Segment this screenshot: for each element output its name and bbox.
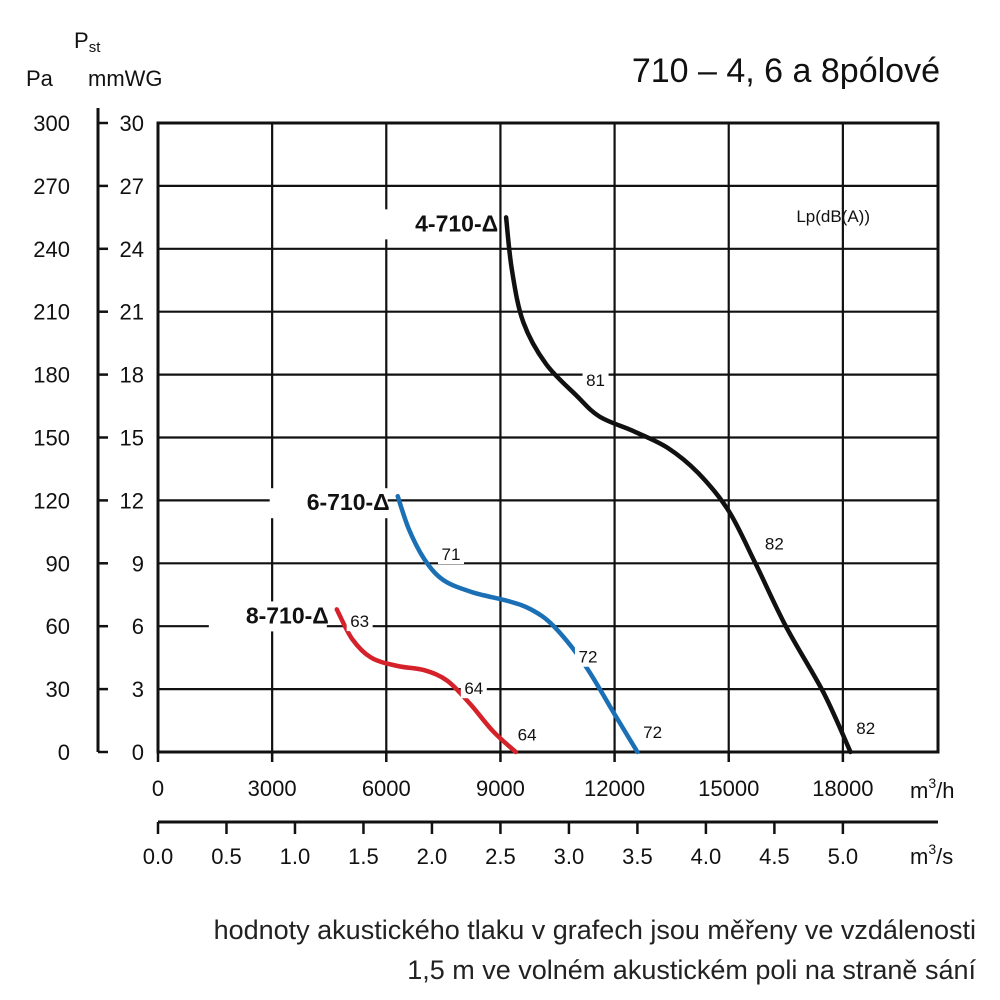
x-m3s-tick-label: 4.0 (691, 844, 722, 869)
y-right-tick-label: 24 (120, 237, 144, 262)
y-left-unit: Pa (26, 66, 54, 91)
x-unit-m3s: m3/s (910, 841, 953, 869)
y-left-tick-label: 300 (33, 111, 70, 136)
y-right-tick-label: 15 (120, 426, 144, 451)
x-m3s-tick-label: 1.0 (280, 844, 311, 869)
series-label-bg (208, 601, 327, 632)
y-right-unit: mmWG (88, 66, 163, 91)
noise-label-bg (852, 718, 879, 739)
footnote-line-2: 1,5 m ve volném akustickém poli na stran… (407, 955, 976, 985)
x-m3s-tick-label: 0.5 (211, 844, 242, 869)
x-m3s-tick-label: 1.5 (348, 844, 379, 869)
y-left-tick-label: 180 (33, 363, 70, 388)
x-m3s-tick-label: 5.0 (828, 844, 859, 869)
y-left-tick-label: 0 (58, 740, 70, 765)
x-m3h-tick-label: 3000 (248, 776, 297, 801)
y-left-tick-label: 90 (46, 551, 70, 576)
noise-label: 64 (464, 679, 483, 698)
x-m3h-tick-label: 9000 (476, 776, 525, 801)
y-left-tick-label: 150 (33, 426, 70, 451)
series-line-3 (334, 607, 518, 755)
series-label-3: 8-710-Δ (246, 602, 329, 628)
y-left-tick-label: 30 (46, 677, 70, 702)
noise-label-bg (574, 646, 601, 667)
y-right-tick-label: 30 (120, 111, 144, 136)
y-right-tick-label: 3 (132, 677, 144, 702)
noise-label-bg (761, 533, 788, 554)
noise-label-bg (437, 544, 464, 565)
noise-label: 63 (350, 612, 369, 631)
x-unit-m3h: m3/h (910, 775, 954, 803)
noise-axis-label: Lp(dB(A)) (796, 207, 870, 226)
x-m3s-tick-label: 3.5 (622, 844, 653, 869)
y-right-tick-label: 6 (132, 614, 144, 639)
y-right-tick-label: 18 (120, 363, 144, 388)
series-line-1 (503, 215, 853, 755)
x-axis-m3s: 0.0 0.5 1.0 1.5 2.0 2.5 3.0 3.5 4.0 4.5 5.0 (143, 820, 938, 869)
plot-frame (156, 121, 940, 754)
noise-label-bg (514, 724, 541, 745)
noise-label: 82 (765, 535, 784, 554)
noise-label: 72 (578, 648, 597, 667)
series-label-2: 6-710-Δ (307, 489, 390, 515)
y-left-tick-label: 120 (33, 488, 70, 513)
noise-label-bg (639, 722, 666, 743)
noise-label: 64 (518, 725, 537, 744)
x-axis-m3h: 0 3000 6000 9000 12000 15000 18000 (152, 752, 873, 801)
y-left-axis: 0 30 60 90 120 150 180 210 240 270 300 (33, 108, 108, 765)
series-group: 4-710-Δ 81 82 82 6-710-Δ 71 72 72 8-710-Δ 63 64 64 (208, 209, 879, 755)
y-right-unit-symbol: Pst (74, 28, 101, 56)
x-m3h-tick-label: 6000 (362, 776, 411, 801)
x-m3s-tick-label: 0.0 (143, 844, 174, 869)
noise-label-bg (582, 369, 609, 390)
x-m3s-tick-label: 2.5 (485, 844, 516, 869)
noise-label-bg (460, 678, 487, 699)
y-left-tick-label: 270 (33, 174, 70, 199)
x-m3h-tick-label: 15000 (698, 776, 759, 801)
series-label-bg (378, 209, 497, 240)
series-line-2 (395, 493, 640, 755)
x-m3s-tick-label: 2.0 (417, 844, 448, 869)
series-label-bg (269, 488, 388, 519)
x-m3s-tick-label: 4.5 (759, 844, 790, 869)
noise-label: 71 (442, 545, 461, 564)
noise-label: 72 (643, 723, 662, 742)
noise-label: 82 (856, 719, 875, 738)
x-m3h-tick-label: 12000 (584, 776, 645, 801)
x-m3h-tick-label: 0 (152, 776, 164, 801)
noise-label: 81 (586, 371, 605, 390)
y-right-tick-label: 12 (120, 488, 144, 513)
y-right-tick-label: 21 (120, 300, 144, 325)
series-label-1: 4-710-Δ (415, 210, 498, 236)
y-left-tick-label: 240 (33, 237, 70, 262)
footnote-line-1: hodnoty akustického tlaku v grafech jsou… (213, 915, 976, 945)
y-right-axis: 0 3 6 9 12 15 18 21 24 27 30 (120, 111, 144, 765)
chart-title: 710 – 4, 6 a 8pólové (632, 52, 940, 90)
y-left-tick-label: 210 (33, 300, 70, 325)
x-m3h-tick-label: 18000 (812, 776, 873, 801)
y-right-tick-label: 9 (132, 551, 144, 576)
y-right-tick-label: 0 (132, 740, 144, 765)
y-left-tick-label: 60 (46, 614, 70, 639)
noise-label-bg (346, 611, 373, 632)
y-right-tick-label: 27 (120, 174, 144, 199)
x-m3s-tick-label: 3.0 (554, 844, 585, 869)
